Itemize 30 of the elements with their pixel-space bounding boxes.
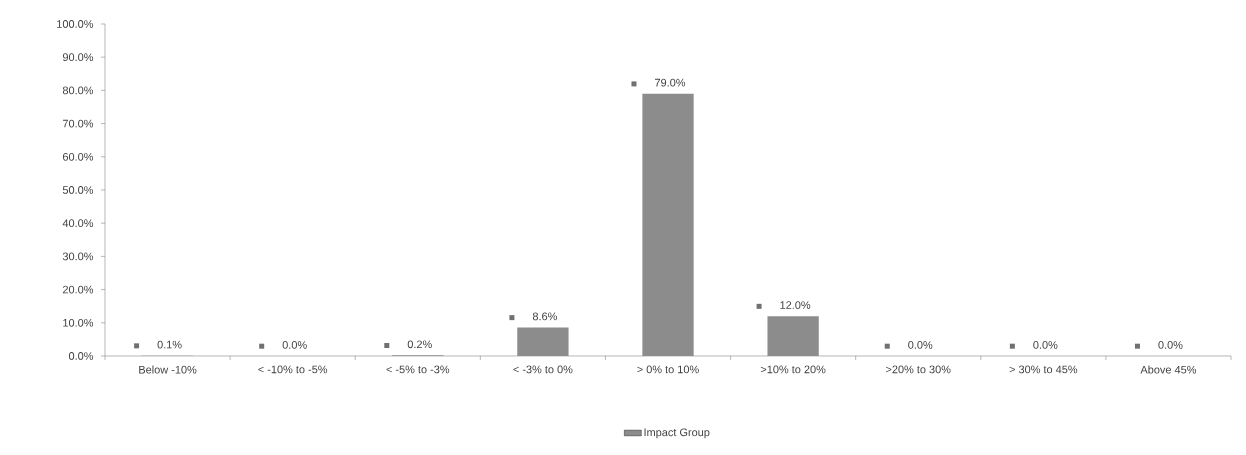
y-tick-label: 30.0% [62,252,94,261]
x-tick-label: < -5% to -3% [386,365,450,374]
y-tick-label: 20.0% [62,285,94,294]
y-tick-label: 90.0% [62,53,94,62]
data-label: 0.0% [1158,341,1183,349]
data-label: 12.0% [780,301,811,309]
x-tick-label: > 30% to 45% [1009,365,1078,374]
y-tick-label: 80.0% [62,86,94,95]
y-tick-label: 10.0% [63,318,94,327]
data-label: 0.2% [407,340,432,349]
x-tick-label: Below -10% [139,365,197,374]
y-tick-label: 70.0% [62,119,94,128]
x-tick-label: Above 45% [1140,365,1197,374]
data-label: 0.0% [908,341,933,349]
legend-label: Impact Group [644,428,710,439]
x-tick-label: < -3% to 0% [513,365,573,374]
y-tick-label: 60.0% [62,152,94,161]
x-tick-label: > 0% to 10% [637,365,699,374]
data-label: 0.0% [282,341,307,349]
x-tick-label: >10% to 20% [760,365,826,374]
y-tick-label: 50.0% [62,186,94,194]
data-label: 8.6% [532,312,557,321]
y-tick-label: 40.0% [62,219,94,228]
y-tick-label: 0.0% [68,352,94,360]
data-label: 79.0% [655,78,686,87]
x-tick-label: >20% to 30% [886,365,951,374]
y-tick-label: 100.0% [57,20,94,28]
data-label: 0.1% [157,340,182,349]
data-label: 0.0% [1033,341,1058,349]
x-tick-label: < -10% to -5% [258,365,328,374]
